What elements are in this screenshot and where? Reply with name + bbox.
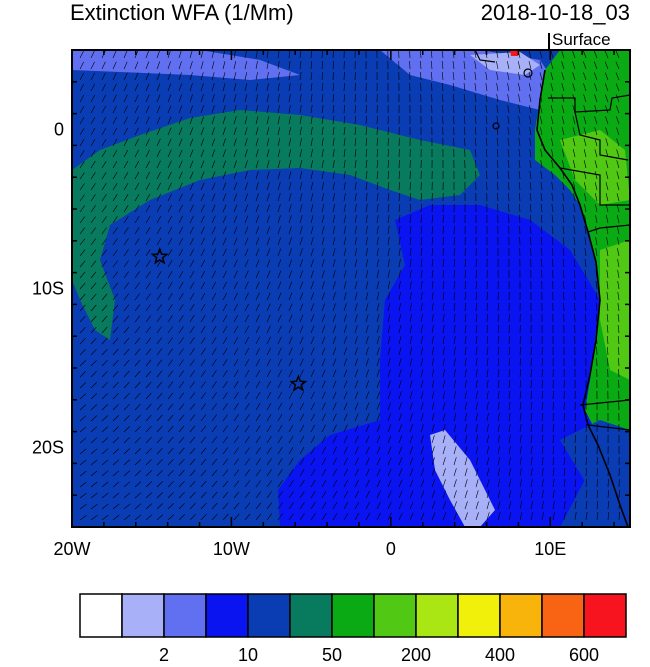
colorbar-label: 200 [401,645,431,665]
colorbar-label: 400 [485,645,515,665]
wind-barbs [79,50,620,521]
plume-band [72,110,480,340]
y-tick-label: 0 [54,120,64,140]
colorbar-label: 10 [238,645,258,665]
x-tick-label: 20W [53,539,90,559]
colorbar-box [79,593,123,638]
colorbar-box [457,593,501,638]
island [492,122,500,130]
colorbar-label: 2 [159,645,169,665]
colorbar-box [541,593,585,638]
x-tick-label: 10W [213,539,250,559]
colorbar-box [415,593,459,638]
x-tick-label: 10E [534,539,566,559]
island-bioko [523,68,533,78]
map-ticks: 20W 10W 0 10E 0 10S 20S [32,49,630,559]
borders [474,50,630,431]
colorbar-box [583,593,627,638]
star-marker [289,374,308,392]
map-field [72,50,630,527]
colorbar-box [373,593,417,638]
land-patch [560,130,630,205]
star-marker [150,247,169,265]
colorbar-box [121,593,165,638]
colorbar-box [247,593,291,638]
y-tick-label: 10S [32,279,64,299]
plot-datetime: 2018-10-18_03 [480,0,630,25]
land-hot [510,50,520,56]
blue-region [278,205,610,527]
map-frame [71,49,631,528]
colorbar-box [289,593,333,638]
coastline [536,69,629,527]
y-tick-label: 20S [32,438,64,458]
lightest-top [470,52,540,75]
lightest-region [430,430,495,527]
colorbar-box [331,593,375,638]
colorbar-label: 50 [322,645,342,665]
light-region [72,50,300,80]
level-tick [548,33,550,49]
plot-title: Extinction WFA (1/Mm) [70,0,294,25]
colorbar-box [499,593,543,638]
colorbar-label: 600 [569,645,599,665]
plot-level: Surface [552,30,611,49]
x-tick-label: 0 [386,539,396,559]
site-markers [150,247,308,392]
colorbar: 2 10 50 200 400 600 [79,593,627,665]
land-patch-3 [560,420,630,527]
colorbar-box [205,593,249,638]
colorbar-box [163,593,207,638]
